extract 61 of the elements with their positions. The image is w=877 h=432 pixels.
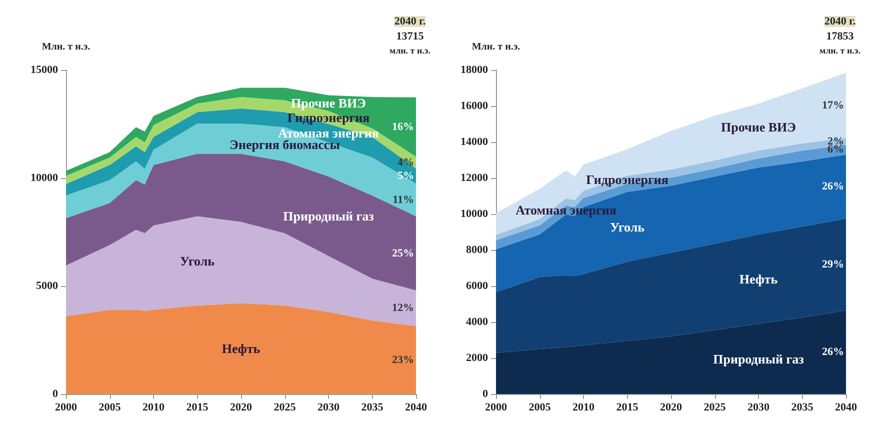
- annotation: 25%: [392, 247, 414, 260]
- annotation: 26%: [822, 180, 844, 193]
- annotation: 29%: [822, 258, 844, 270]
- x-tick-label: 2030: [748, 402, 770, 414]
- y-tick-label: 18000: [460, 64, 488, 76]
- annotation: 12%: [392, 302, 414, 314]
- y-tick-label: 0: [52, 388, 58, 400]
- annotation: 5%: [398, 170, 414, 182]
- x-tick-label: 2030: [318, 402, 340, 414]
- x-tick-label: 2040: [835, 402, 858, 414]
- y-axis-title: Млн. т н.э.: [472, 42, 521, 52]
- x-tick-label: 2000: [485, 402, 508, 414]
- x-tick-label: 2025: [704, 402, 726, 414]
- y-tick-label: 15000: [30, 64, 58, 76]
- x-tick-label: 2020: [660, 402, 682, 414]
- x-tick-label: 2020: [230, 402, 252, 414]
- annotation: 16%: [392, 121, 414, 134]
- text: 13715: [396, 30, 424, 42]
- y-tick-label: 14000: [460, 136, 488, 148]
- series-label: Гидроэнергия: [586, 172, 668, 188]
- x-tick-label: 2035: [361, 402, 384, 414]
- x-tick-label: 2010: [572, 402, 595, 414]
- y-tick-label: 12000: [460, 172, 488, 184]
- series-label: Уголь: [610, 219, 645, 234]
- y-axis-title: Млн. т н.э.: [42, 42, 91, 52]
- x-tick-label: 2025: [274, 402, 296, 414]
- y-tick-label: 6000: [466, 280, 488, 292]
- y-tick-label: 10000: [460, 208, 488, 220]
- annotation: 11%: [392, 194, 414, 206]
- text: 17853: [826, 30, 854, 42]
- series-label: Прочие ВИЭ: [291, 96, 366, 111]
- text: 2040 г.: [824, 16, 856, 28]
- y-tick-label: 2000: [466, 352, 488, 364]
- series-label: Нефть: [222, 341, 260, 356]
- x-tick-label: 2015: [616, 402, 639, 414]
- x-tick-label: 2040: [405, 402, 428, 414]
- y-tick-label: 16000: [460, 100, 488, 112]
- x-tick-label: 2035: [791, 402, 814, 414]
- series-label: Природный газ: [713, 351, 804, 366]
- x-tick-label: 2000: [55, 402, 78, 414]
- y-tick-label: 5000: [36, 280, 58, 292]
- annotation: 6%: [828, 144, 844, 156]
- text: млн. т н.э.: [389, 46, 431, 56]
- y-tick-label: 0: [482, 388, 488, 400]
- text: 2040 г.: [394, 16, 426, 28]
- x-tick-label: 2010: [142, 402, 165, 414]
- x-tick-label: 2005: [528, 402, 552, 414]
- series-label: Энергия биомассы: [230, 136, 340, 152]
- annotation: 23%: [392, 354, 414, 366]
- x-tick-label: 2015: [186, 402, 209, 414]
- series-label: Нефть: [739, 272, 778, 287]
- text: млн. т н.э.: [819, 46, 861, 56]
- annotation: 17%: [822, 99, 844, 112]
- annotation: 26%: [822, 346, 844, 358]
- y-tick-label: 8000: [466, 244, 488, 256]
- series-label: Природный газ: [283, 208, 374, 224]
- y-tick-label: 10000: [30, 172, 58, 184]
- series-label: Уголь: [180, 253, 215, 268]
- y-tick-label: 4000: [466, 316, 488, 328]
- series-label: Прочие ВИЭ: [721, 120, 796, 135]
- x-tick-label: 2005: [98, 402, 122, 414]
